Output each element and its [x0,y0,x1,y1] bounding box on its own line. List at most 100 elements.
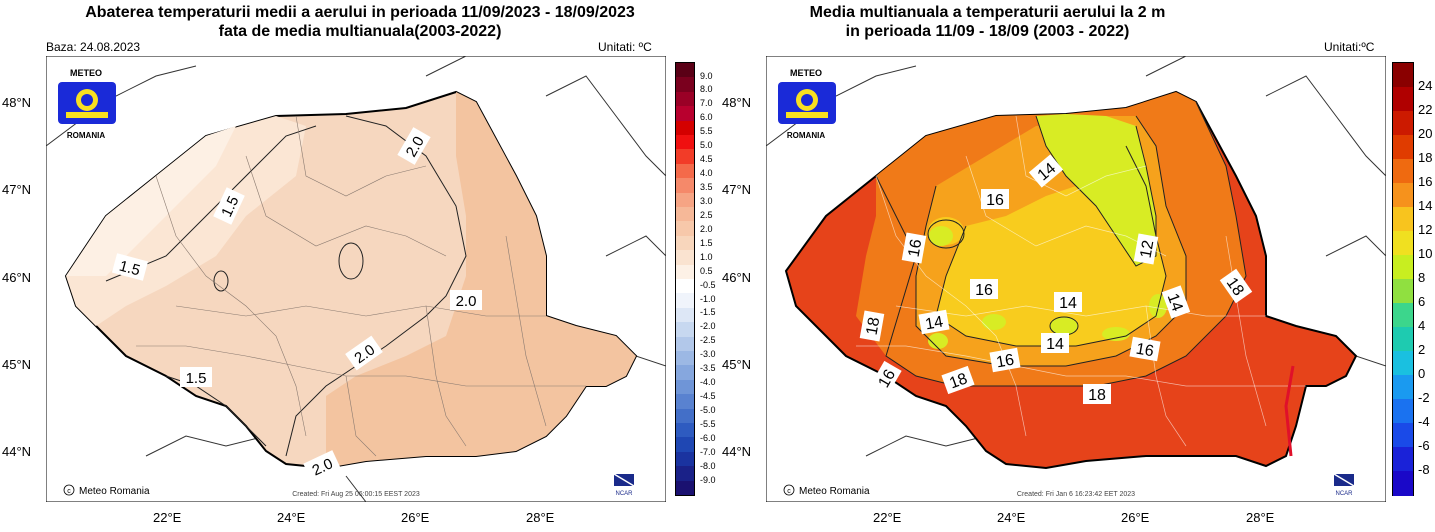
colorbar-label: 22 [1418,102,1433,118]
colorbar-label: -8 [1418,462,1430,478]
colorbar-label: -2.5 [700,335,716,346]
colorbar-swatch [676,279,694,294]
colorbar-label: 6 [1418,294,1426,310]
right-colorbar-labels: 24 22 20 18 16 14 12 10 8 6 4 2 0 -2 -4 -6 -8 [1418,62,1435,494]
colorbar-swatch [676,250,694,266]
ncar-text: NCAR [1335,491,1353,497]
right-title-line1: Media multianuala a temperaturii aerului… [809,4,1166,21]
colorbar-swatch [676,120,694,136]
colorbar-label: 8.0 [700,84,713,95]
colorbar-label: -4.5 [700,391,716,402]
right-map: 14 16 16 12 16 14 14 14 14 18 18 16 16 1… [766,56,1386,502]
left-colorbar-labels: 9.0 8.0 7.0 6.0 5.5 5.0 4.5 4.0 3.5 3.0 2.5 2.0 1.5 1… [700,62,730,494]
colorbar-swatch [1393,183,1413,208]
left-lat-label: 47°N [2,182,32,197]
colorbar-swatch [1393,231,1413,256]
meteo-romania-logo: METEO ROMANIA [58,68,116,140]
colorbar-swatch [1393,471,1413,496]
colorbar-label: 14 [1418,198,1433,214]
right-contour-label: 16 [906,238,926,259]
colorbar-label: 3.5 [700,182,713,193]
colorbar-label: -6 [1418,438,1430,454]
right-contour-label: 14 [924,314,945,334]
colorbar-swatch [1393,87,1413,112]
right-lat-label: 48°N [722,95,752,110]
colorbar-swatch [676,163,694,179]
colorbar-swatch [676,307,694,323]
colorbar-label: 24 [1418,78,1433,94]
colorbar-swatch [676,221,694,237]
colorbar-swatch [1393,279,1413,304]
ncar-logo: NCAR [613,473,635,497]
ncar-logo: NCAR [1333,473,1355,497]
logo-bottom-text: ROMANIA [67,131,105,140]
colorbar-swatch [1393,255,1413,280]
colorbar-swatch [676,192,694,208]
left-lon-label: 22°E [153,510,182,525]
colorbar-label: -5.0 [700,404,716,415]
right-contour-label: 16 [875,367,899,391]
colorbar-label: 0.5 [700,265,713,276]
colorbar-swatch [1393,159,1413,184]
colorbar-label: -4 [1418,414,1430,430]
colorbar-swatch [1393,63,1413,88]
colorbar-label: 4.0 [700,168,713,179]
right-contour-label: 14 [1164,291,1186,314]
right-lon-label: 28°E [1246,510,1275,525]
logo-bottom-text: ROMANIA [787,131,825,140]
colorbar-label: 0 [1418,366,1426,382]
colorbar-swatch [676,336,694,352]
left-lat-label: 48°N [2,95,32,110]
left-title-line1: Abaterea temperaturii medii a aerului in… [85,4,635,21]
right-lat-label: 47°N [722,182,752,197]
colorbar-swatch [676,379,694,395]
left-created: Created: Fri Aug 25 06:00:15 EEST 2023 [292,491,420,498]
left-lon-label: 26°E [401,510,430,525]
right-contour-label: 18 [947,370,970,392]
right-contour-label: 16 [975,282,993,299]
right-units: Unitati:ºC [1324,40,1375,54]
colorbar-swatch [1393,135,1413,160]
colorbar-swatch [676,178,694,194]
colorbar-label: 8 [1418,270,1426,286]
colorbar-label: -3.5 [700,363,716,374]
colorbar-swatch [676,135,694,150]
colorbar-swatch [1393,423,1413,448]
right-lat-label: 46°N [722,270,752,285]
right-contour-label: 18 [864,316,884,337]
right-lon-label: 26°E [1121,510,1150,525]
colorbar-swatch [1393,303,1413,328]
colorbar-label: -5.5 [700,418,716,429]
colorbar-swatch [676,480,694,496]
ncar-text: NCAR [615,491,633,497]
colorbar-label: -6.0 [700,432,716,443]
colorbar-swatch [676,293,694,309]
right-contour-label: 16 [995,352,1016,372]
right-contour-label: 16 [986,192,1004,209]
right-contour-label: 18 [1088,387,1106,404]
left-base-date: Baza: 24.08.2023 [46,40,141,54]
colorbar-swatch [1393,207,1413,232]
colorbar-label: 16 [1418,174,1433,190]
logo-top-text: METEO [70,68,102,78]
colorbar-label: 2.0 [700,223,713,234]
colorbar-label: 7.0 [700,98,713,109]
colorbar-swatch [1393,375,1413,400]
colorbar-label: 2.5 [700,209,713,220]
colorbar-label: -9.0 [700,474,716,485]
left-contour-label: 1.5 [117,258,142,280]
right-lon-label: 24°E [997,510,1026,525]
right-lat-label: 45°N [722,357,752,372]
right-contour-label: 16 [1135,341,1156,361]
colorbar-label: 4.5 [700,154,713,165]
left-title: Abaterea temperaturii medii a aerului in… [0,3,720,41]
colorbar-label: -0.5 [700,279,716,290]
right-colorbar [1392,62,1414,496]
colorbar-swatch [676,451,694,467]
colorbar-swatch [1393,327,1413,352]
right-contour-label: 14 [1059,295,1077,312]
colorbar-swatch [676,365,694,381]
right-copyright: Meteo Romania [799,486,870,497]
right-lat-label: 44°N [722,444,752,459]
left-lon-label: 24°E [277,510,306,525]
